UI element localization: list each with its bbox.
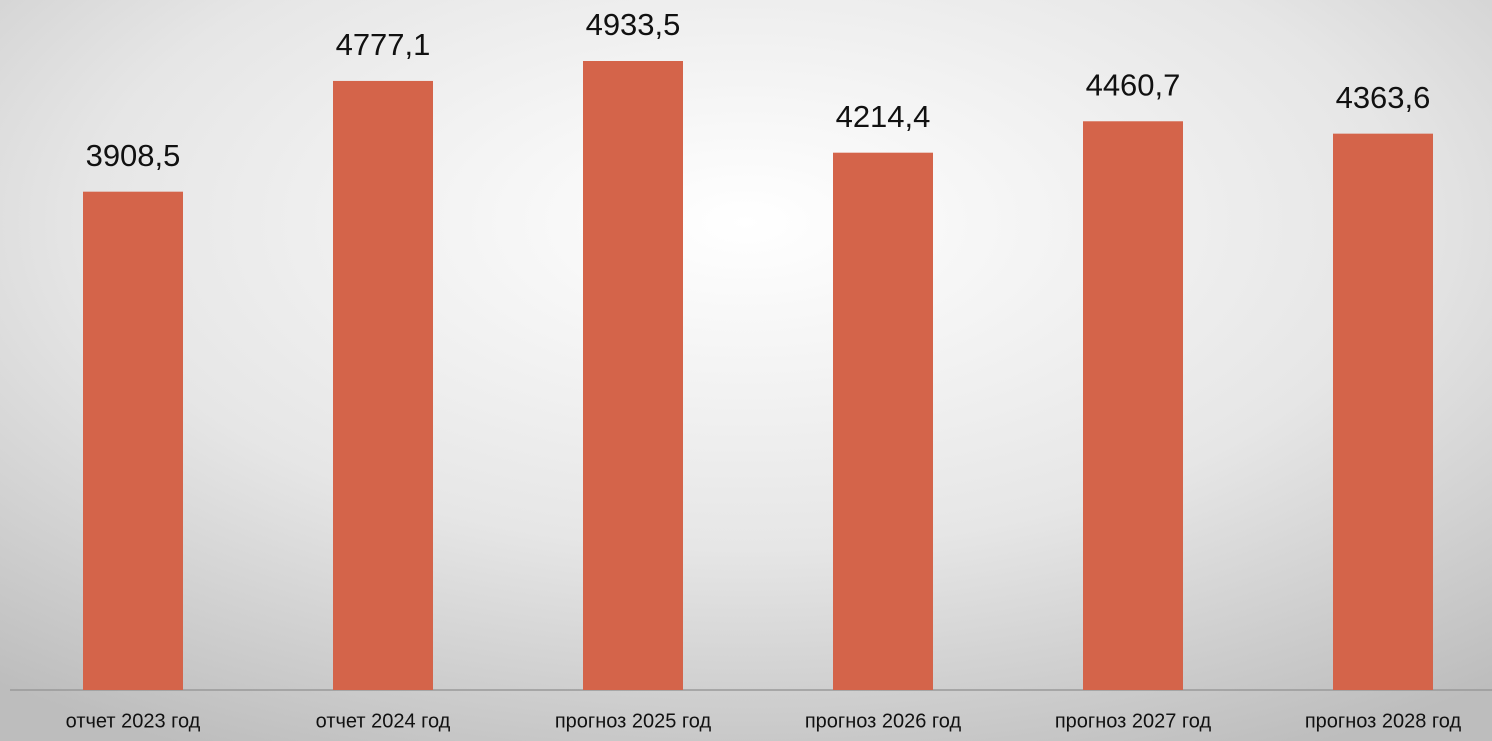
x-tick-label: прогноз 2025 год bbox=[555, 710, 712, 732]
bar bbox=[833, 152, 933, 691]
bar bbox=[583, 61, 683, 690]
value-label: 4363,6 bbox=[1336, 80, 1431, 115]
value-label: 3908,5 bbox=[86, 138, 181, 173]
x-tick-label: прогноз 2028 год bbox=[1305, 710, 1462, 732]
value-label: 4214,4 bbox=[836, 99, 931, 134]
x-tick-label: прогноз 2027 год bbox=[1055, 710, 1212, 732]
value-label: 4933,5 bbox=[586, 7, 681, 42]
x-tick-label: отчет 2023 год bbox=[66, 710, 201, 732]
value-label: 4460,7 bbox=[1086, 67, 1181, 102]
x-tick-label: отчет 2024 год bbox=[316, 710, 451, 732]
bar bbox=[1333, 133, 1433, 690]
x-tick-label: прогноз 2026 год bbox=[805, 710, 962, 732]
bar bbox=[1083, 121, 1183, 690]
value-label: 4777,1 bbox=[336, 27, 431, 62]
bar bbox=[83, 191, 183, 690]
bar bbox=[333, 80, 433, 691]
